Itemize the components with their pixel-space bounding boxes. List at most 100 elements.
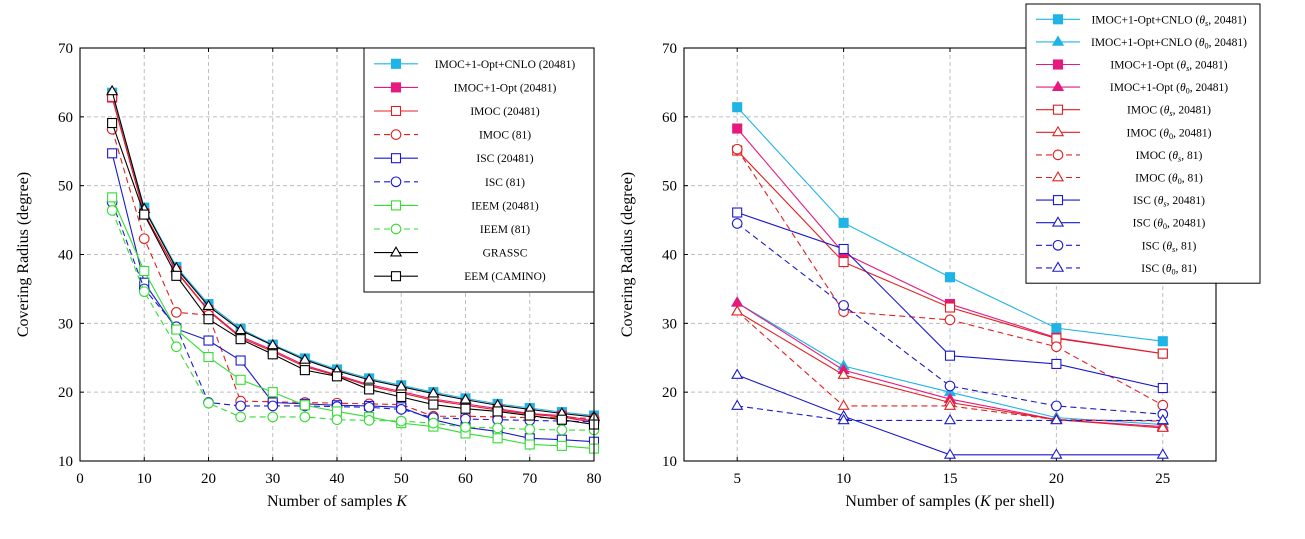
data-point (1157, 348, 1168, 359)
series-line (111, 91, 595, 418)
ticks: 5 10 15 20 25 10 20 30 40 50 60 70 (662, 41, 1216, 487)
data-point (944, 272, 956, 283)
legend-item: IMOC (θs​, 20481) (1036, 104, 1211, 119)
data-point (459, 393, 472, 404)
legend-label: ISC (θs​, 81) (1142, 240, 1197, 254)
data-point (838, 243, 849, 255)
data-point (838, 257, 849, 268)
legend-marker (390, 105, 402, 117)
data-point (395, 415, 407, 427)
data-point (1051, 323, 1062, 334)
data-point (107, 148, 118, 159)
legend-item: ISC (θ0​, 20481) (1036, 216, 1206, 232)
legend-item: EEM (CAMINO) (374, 271, 546, 283)
series-isc-0-20481 (731, 368, 1169, 459)
legend-item: ISC (81) (374, 176, 525, 189)
x-axis-label: Number of samples (K per shell) (845, 493, 1054, 510)
legend-marker (1051, 80, 1065, 91)
data-point (106, 84, 119, 96)
y-tick-label: 10 (662, 454, 677, 470)
data-point (524, 410, 535, 421)
series-line (111, 201, 595, 423)
legend-item: IMOC+1-Opt (20481) (374, 82, 556, 94)
data-point (837, 368, 850, 379)
legend-label: IMOC (θs​, 20481) (1127, 105, 1211, 119)
legend-marker (390, 153, 402, 164)
data-point (171, 306, 182, 318)
data-point (203, 397, 214, 409)
data-point (395, 404, 407, 415)
data-point (1051, 358, 1062, 369)
data-point (299, 400, 310, 411)
series-line (736, 223, 1163, 415)
data-point (235, 334, 246, 345)
legend-label: IMOC+1-Opt+CNLO (20481) (435, 59, 576, 71)
data-point (731, 218, 743, 229)
data-point (731, 368, 744, 379)
legend-label: IMOC+1-Opt (θs​, 20481) (1110, 60, 1227, 74)
legend-item: GRASSC (374, 246, 528, 260)
data-point (492, 422, 503, 434)
x-tick-label: 70 (522, 471, 537, 487)
x-tick-label: 20 (1049, 471, 1064, 487)
data-point (1050, 448, 1063, 459)
data-point (731, 296, 744, 307)
data-point (732, 102, 743, 113)
legend-item: IMOC (θ0​, 81) (1036, 171, 1203, 186)
legend-label: ISC (20481) (476, 153, 533, 165)
data-point (202, 299, 215, 311)
chart-2: 5 10 15 20 25 10 20 30 40 50 60 70 Number of samples… (619, 3, 1261, 510)
legend-marker (389, 246, 403, 257)
legend-marker (1052, 59, 1064, 70)
x-tick-label: 0 (76, 471, 84, 487)
data-point (203, 352, 214, 363)
legend-marker (390, 200, 402, 211)
legend-marker (390, 82, 402, 93)
data-point (267, 400, 279, 412)
data-point (524, 439, 535, 450)
x-tick-label: 50 (394, 471, 409, 487)
legend-item: IMOC (81) (374, 129, 531, 142)
legend-box (1025, 3, 1261, 284)
data-point (138, 233, 150, 245)
legend-item: IMOC (θs​, 81) (1036, 149, 1203, 163)
data-point (299, 365, 310, 376)
y-tick-label: 70 (662, 41, 677, 57)
data-point (1050, 413, 1063, 425)
legend-label: IMOC (θ0​, 20481) (1127, 127, 1212, 141)
legend-marker (1052, 239, 1064, 251)
y-tick-label: 50 (662, 179, 677, 195)
data-point (556, 440, 567, 451)
data-point (171, 341, 182, 353)
data-point (267, 411, 279, 423)
y-tick-label: 30 (58, 316, 73, 332)
data-point (943, 448, 957, 459)
legend-label: ISC (θs​, 20481) (1133, 195, 1205, 209)
data-point (235, 374, 246, 385)
legend-item: IEEM (81) (374, 223, 530, 236)
legend-marker (390, 129, 402, 140)
legend-marker (390, 223, 402, 235)
x-tick-label: 40 (330, 471, 345, 487)
data-point (460, 421, 471, 433)
series-isc-s-81 (731, 218, 1169, 420)
legend-marker (1051, 216, 1065, 227)
data-point (363, 373, 376, 384)
legend-label: ISC (θ0​, 20481) (1133, 218, 1206, 232)
legend-item: IMOC+1-Opt (θs​, 20481) (1036, 59, 1228, 74)
series-line (111, 122, 595, 426)
y-tick-label: 30 (662, 316, 677, 332)
data-point (943, 399, 957, 410)
data-point (1157, 399, 1169, 411)
y-axis-label: Covering Radius (degree) (15, 172, 32, 337)
data-point (460, 403, 471, 414)
series-line (111, 210, 594, 431)
x-tick-label: 20 (201, 471, 216, 487)
data-point (1051, 400, 1062, 412)
data-point (331, 371, 343, 382)
x-axis-label: Number of samples K (267, 493, 408, 510)
series-isc-0-81 (731, 399, 1169, 425)
y-tick-label: 10 (58, 454, 73, 470)
data-point (428, 399, 439, 410)
